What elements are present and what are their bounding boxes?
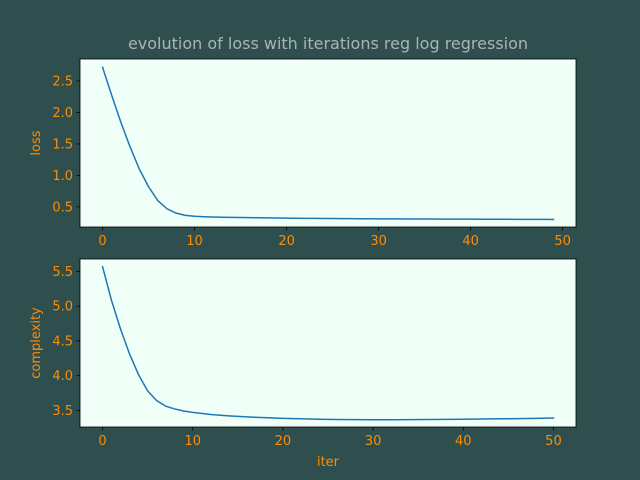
complexity-y-axis-label: complexity <box>29 307 44 379</box>
complexity-y-tick-label: 3.5 <box>52 404 73 419</box>
complexity-y-tick-label: 4.5 <box>52 334 73 349</box>
loss-y-tick-label: 2.0 <box>52 106 73 121</box>
loss-axes-frame <box>79 58 577 228</box>
complexity-x-tick-label: 50 <box>545 434 562 449</box>
loss-y-tick-label: 1.5 <box>52 137 73 152</box>
loss-x-tick-label: 40 <box>462 234 479 249</box>
complexity-x-tick-label: 10 <box>184 434 201 449</box>
loss-x-tick-label: 0 <box>98 234 106 249</box>
complexity-x-tick-label: 20 <box>275 434 292 449</box>
loss-subplot: 0 10 20 30 40 50 0.5 1.0 1.5 2.0 2.5 loss <box>29 58 577 249</box>
complexity-x-tick-label: 0 <box>98 434 106 449</box>
complexity-series-line <box>101 265 555 421</box>
loss-x-tick-label: 20 <box>278 234 295 249</box>
complexity-x-tick-label: 40 <box>455 434 472 449</box>
complexity-y-tick-label: 5.5 <box>52 265 73 280</box>
loss-x-tick-label: 10 <box>186 234 203 249</box>
complexity-y-tick-label: 4.0 <box>52 369 73 384</box>
loss-x-tick-label: 50 <box>554 234 571 249</box>
loss-y-tick-label: 2.5 <box>52 75 73 90</box>
complexity-x-tick-label: 30 <box>365 434 382 449</box>
loss-series-line <box>101 66 555 221</box>
complexity-y-tick-label: 5.0 <box>52 300 73 315</box>
complexity-axes-background <box>80 259 576 427</box>
loss-y-tick-label: 0.5 <box>52 200 73 215</box>
loss-axes-background <box>80 59 576 227</box>
complexity-x-axis-label: iter <box>317 455 340 470</box>
chart-title: evolution of loss with iterations reg lo… <box>128 34 528 53</box>
loss-x-tick-label: 30 <box>370 234 387 249</box>
loss-y-tick-label: 1.0 <box>52 169 73 184</box>
loss-y-axis-label: loss <box>29 130 44 155</box>
complexity-axes-frame <box>79 258 577 428</box>
complexity-subplot: 0 10 20 30 40 50 3.5 4.0 4.5 5.0 5.5 complexity iter <box>29 258 577 470</box>
